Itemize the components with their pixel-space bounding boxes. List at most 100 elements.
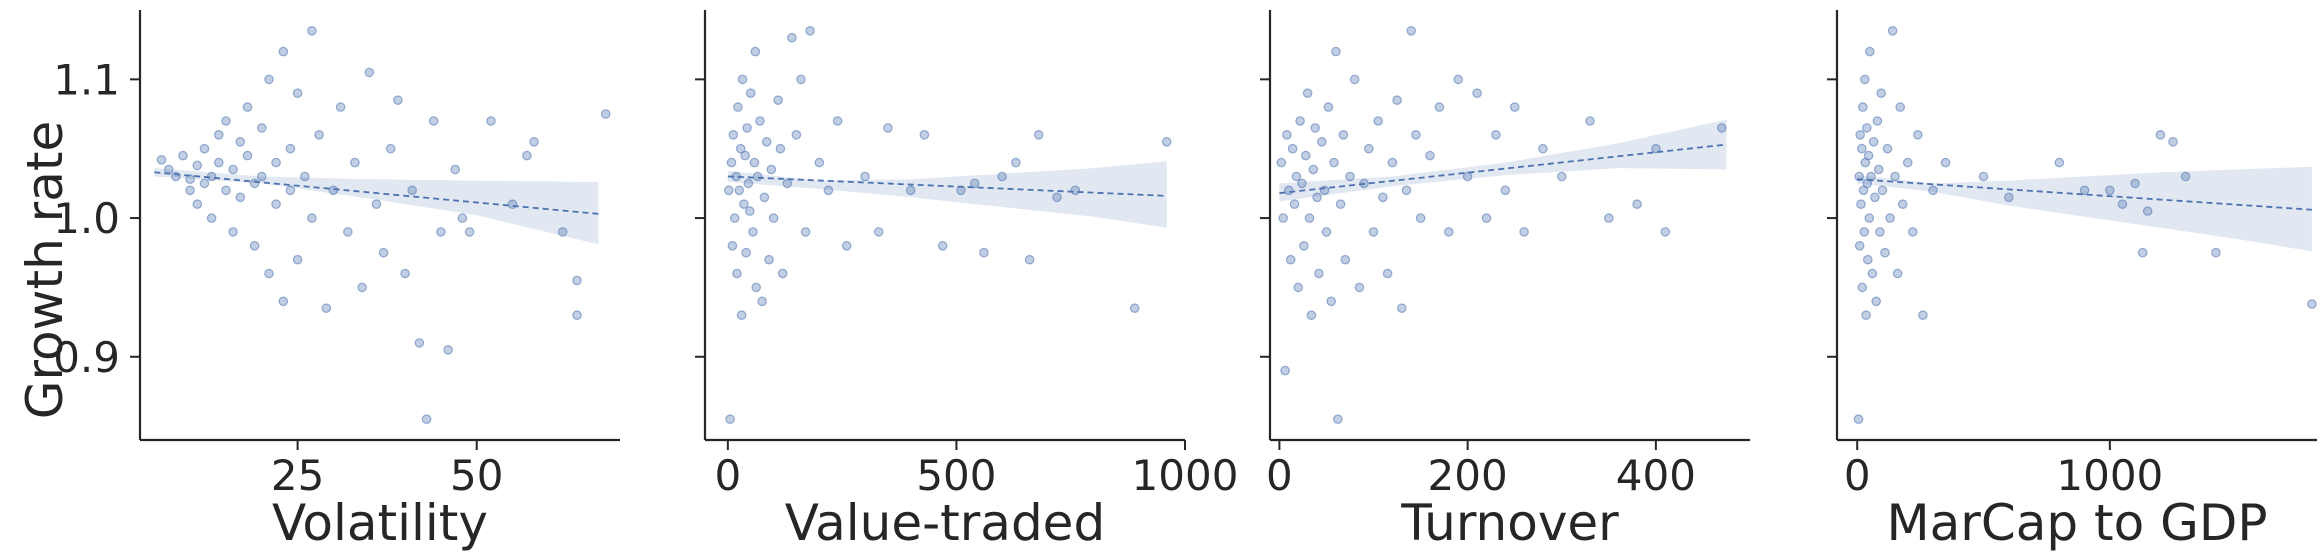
data-point-2-45 <box>841 241 852 251</box>
data-point-1-37 <box>299 171 310 182</box>
data-point-1-38 <box>307 25 317 36</box>
data-point-4-8 <box>1858 102 1868 112</box>
data-point-2-18 <box>743 178 754 189</box>
data-point-3-21 <box>1314 268 1324 279</box>
regression-line-4 <box>1857 178 2313 211</box>
data-point-1-41 <box>321 303 332 313</box>
data-point-3-43 <box>1392 95 1402 105</box>
data-point-1-34 <box>285 185 296 196</box>
data-point-3-39 <box>1373 116 1383 126</box>
x-tick-label-4-2: 1000 <box>2056 451 2163 500</box>
data-point-1-2 <box>163 164 174 175</box>
data-point-2-36 <box>782 178 793 189</box>
data-point-3-15 <box>1302 88 1313 98</box>
data-point-2-38 <box>791 130 802 140</box>
data-point-1-69 <box>600 109 611 119</box>
data-point-3-13 <box>1299 241 1309 251</box>
data-point-3-60 <box>1538 143 1548 154</box>
data-point-2-30 <box>764 254 774 265</box>
data-point-1-60 <box>457 213 468 223</box>
data-point-2-10 <box>734 185 745 196</box>
data-point-2-50 <box>919 130 930 140</box>
data-point-3-9 <box>1291 171 1302 182</box>
data-point-3-49 <box>1425 150 1435 161</box>
data-point-4-21 <box>1867 268 1878 279</box>
data-point-1-33 <box>285 143 296 154</box>
data-point-1-44 <box>342 227 353 237</box>
data-point-1-28 <box>264 268 274 279</box>
data-point-1-43 <box>335 102 346 112</box>
data-point-4-11 <box>1860 74 1870 85</box>
x-axis-label-3: Turnover <box>1400 494 1619 552</box>
data-point-3-11 <box>1295 116 1305 126</box>
data-point-4-31 <box>1882 143 1893 154</box>
data-point-3-30 <box>1335 199 1346 209</box>
data-point-3-61 <box>1557 171 1567 182</box>
data-point-2-6 <box>729 213 740 223</box>
data-point-4-40 <box>1913 130 1923 140</box>
data-point-1-26 <box>256 171 267 182</box>
data-point-3-3 <box>1280 365 1290 376</box>
data-point-4-5 <box>1856 199 1866 209</box>
data-point-4-39 <box>1908 227 1918 237</box>
confidence-band-1 <box>154 168 599 245</box>
data-point-1-12 <box>206 213 217 223</box>
data-point-3-27 <box>1329 157 1339 168</box>
data-point-1-30 <box>271 199 281 209</box>
x-axis-label-2: Value-traded <box>785 494 1105 552</box>
data-point-3-18 <box>1308 164 1319 175</box>
data-point-3-24 <box>1321 227 1332 237</box>
data-point-3-46 <box>1406 25 1416 36</box>
data-point-3-31 <box>1338 130 1349 140</box>
data-point-4-30 <box>1880 247 1890 258</box>
y-tick-label-3: 1.1 <box>53 55 120 104</box>
data-point-1-21 <box>242 150 253 161</box>
data-point-4-3 <box>1854 241 1865 251</box>
x-axis-label-4: MarCap to GDP <box>1886 494 2267 552</box>
regression-line-2 <box>727 175 1167 197</box>
data-point-4-1 <box>1853 414 1864 424</box>
data-point-3-65 <box>1651 143 1661 154</box>
data-point-3-52 <box>1453 74 1463 85</box>
data-point-2-44 <box>832 116 843 126</box>
data-point-3-25 <box>1323 102 1334 112</box>
data-point-1-24 <box>249 241 260 251</box>
data-point-1-39 <box>307 213 317 223</box>
data-point-2-3 <box>726 157 737 168</box>
data-point-4-56 <box>2211 247 2221 258</box>
data-point-2-35 <box>777 268 788 279</box>
data-point-3-53 <box>1462 171 1473 182</box>
data-point-4-41 <box>1918 310 1928 320</box>
data-point-2-34 <box>775 143 786 154</box>
data-point-4-45 <box>2004 192 2014 203</box>
data-point-1-56 <box>428 116 439 126</box>
data-point-1-31 <box>278 46 289 57</box>
data-point-3-29 <box>1333 414 1343 424</box>
data-point-3-19 <box>1310 123 1320 133</box>
data-point-2-41 <box>805 25 815 36</box>
data-point-1-36 <box>292 254 303 265</box>
data-point-1-45 <box>350 157 360 168</box>
data-point-3-8 <box>1289 199 1300 209</box>
data-point-2-58 <box>1033 130 1044 140</box>
data-point-1-67 <box>572 275 582 286</box>
data-point-1-17 <box>228 164 238 175</box>
data-point-1-66 <box>557 227 568 237</box>
data-point-4-52 <box>2142 206 2153 216</box>
x-axis-label-1: Volatility <box>272 494 488 552</box>
panel-2: 0 500 1000 Value-traded <box>695 10 1238 552</box>
data-point-2-61 <box>1129 303 1140 313</box>
data-point-1-58 <box>443 344 453 355</box>
data-point-1-42 <box>328 185 339 196</box>
data-point-4-46 <box>2054 157 2065 168</box>
data-point-3-56 <box>1491 130 1501 140</box>
x-tick-label-2-3: 1000 <box>1132 451 1239 500</box>
data-point-2-2 <box>725 414 735 424</box>
data-point-3-2 <box>1278 213 1288 223</box>
data-point-1-18 <box>228 227 238 237</box>
data-point-4-50 <box>2130 178 2140 189</box>
